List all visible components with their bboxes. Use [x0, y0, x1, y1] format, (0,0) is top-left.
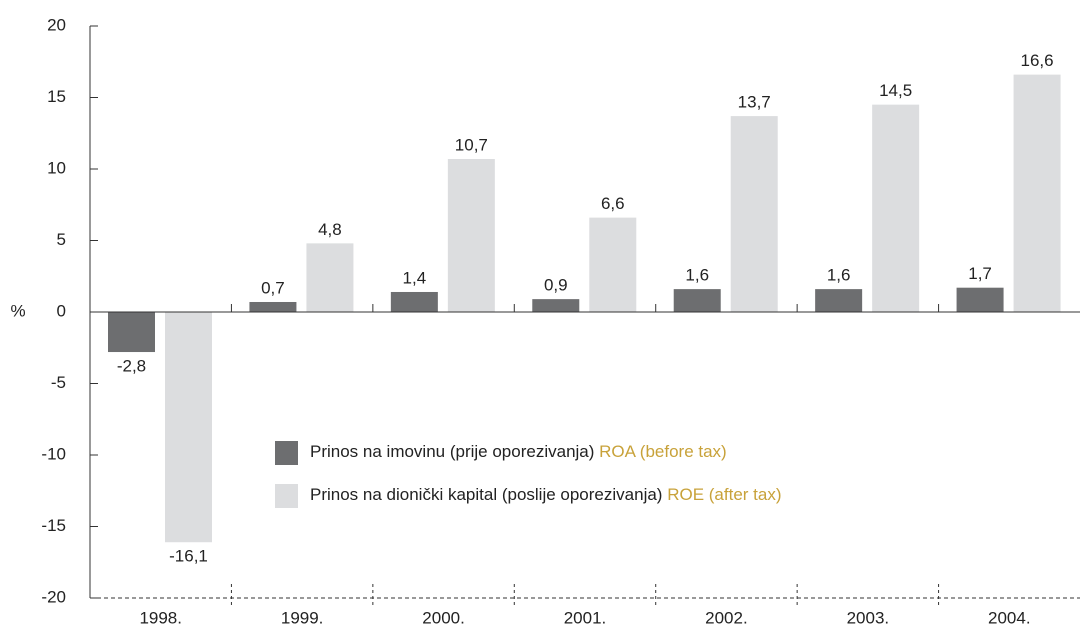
bar — [108, 312, 155, 353]
y-tick-label: -5 — [51, 373, 66, 392]
y-tick-label: -20 — [41, 587, 66, 606]
bar — [165, 312, 212, 543]
legend-name-en: ROE (after tax) — [667, 485, 781, 504]
value-label: 10,7 — [455, 135, 488, 154]
y-tick-label: -15 — [41, 516, 66, 535]
x-tick-label: 2003. — [847, 608, 890, 627]
bar — [249, 301, 297, 312]
bar — [815, 289, 863, 312]
value-label: -16,1 — [169, 547, 208, 566]
bar — [532, 299, 580, 312]
legend-label: Prinos na imovinu (prije oporezivanja) R… — [310, 442, 727, 461]
y-tick-label: 5 — [57, 230, 66, 249]
x-tick-label: 1998. — [139, 608, 182, 627]
value-label: 16,6 — [1021, 51, 1054, 70]
bar — [390, 291, 438, 312]
value-label: -2,8 — [117, 357, 146, 376]
y-tick-label: 15 — [47, 87, 66, 106]
x-tick-label: 2002. — [705, 608, 748, 627]
bar — [673, 289, 721, 312]
legend-name: Prinos na imovinu (prije oporezivanja) — [310, 442, 594, 461]
y-tick-label: 10 — [47, 158, 66, 177]
value-label: 1,6 — [827, 266, 851, 285]
y-tick-label: -10 — [41, 444, 66, 463]
legend-name: Prinos na dionički kapital (poslije opor… — [310, 485, 662, 504]
value-label: 6,6 — [601, 194, 625, 213]
x-tick-label: 2000. — [422, 608, 465, 627]
legend-swatch — [275, 484, 298, 508]
bar — [306, 243, 354, 312]
y-axis-label: % — [10, 301, 25, 320]
value-label: 0,9 — [544, 276, 568, 295]
value-label: 14,5 — [879, 81, 912, 100]
value-label: 13,7 — [738, 93, 771, 112]
value-label: 1,6 — [685, 266, 709, 285]
value-label: 1,7 — [968, 264, 992, 283]
bar — [872, 104, 920, 313]
value-label: 4,8 — [318, 220, 342, 239]
bar — [447, 158, 495, 312]
legend-label: Prinos na dionički kapital (poslije opor… — [310, 485, 782, 504]
legend-name-en: ROA (before tax) — [599, 442, 727, 461]
bar — [956, 287, 1004, 312]
value-label: 0,7 — [261, 278, 285, 297]
y-tick-label: 0 — [57, 301, 66, 320]
value-label: 1,4 — [403, 268, 427, 287]
legend-swatch — [275, 441, 298, 465]
x-tick-label: 2001. — [564, 608, 607, 627]
x-tick-label: 1999. — [281, 608, 324, 627]
x-tick-label: 2004. — [988, 608, 1031, 627]
bar — [589, 217, 637, 312]
bar — [730, 116, 778, 312]
bar — [1013, 74, 1061, 313]
y-tick-label: 20 — [47, 15, 66, 34]
